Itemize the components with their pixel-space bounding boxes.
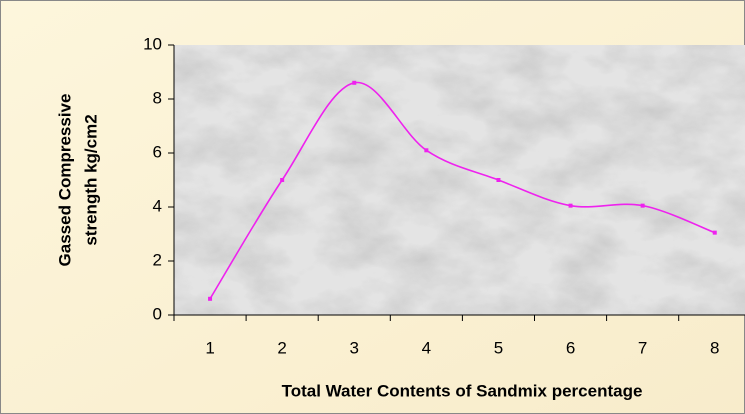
x-tick-label: 3 [350,338,359,357]
point-marker [496,178,501,182]
x-axis-title: Total Water Contents of Sandmix percenta… [282,381,643,400]
y-tick-label: 2 [153,250,162,269]
point-marker [712,230,717,235]
y-tick-label: 6 [153,142,162,161]
x-tick-label: 5 [494,338,503,357]
plot-area [174,45,745,315]
point-marker [424,148,429,153]
point-marker [280,178,285,182]
point-marker [568,203,573,208]
y-tick-label: 0 [153,304,162,323]
y-tick-label: 10 [143,34,162,53]
x-tick-label: 1 [205,338,214,357]
x-tick-label: 6 [566,338,575,357]
x-tick-label: 2 [277,338,286,357]
plot-texture [174,45,745,315]
y-tick-label: 8 [153,88,162,107]
y-axis-title: Gassed Compressive strength kg/cm2 [55,94,100,267]
y-tick-label: 4 [153,196,162,215]
y-axis-title-line: strength kg/cm2 [81,114,100,245]
point-marker [352,80,357,85]
point-marker [208,296,213,301]
x-tick-label: 8 [710,338,719,357]
point-marker [640,203,645,208]
y-axis-title-line: Gassed Compressive [55,94,74,267]
x-tick-label: 4 [422,338,431,357]
x-tick-label: 7 [638,338,647,357]
